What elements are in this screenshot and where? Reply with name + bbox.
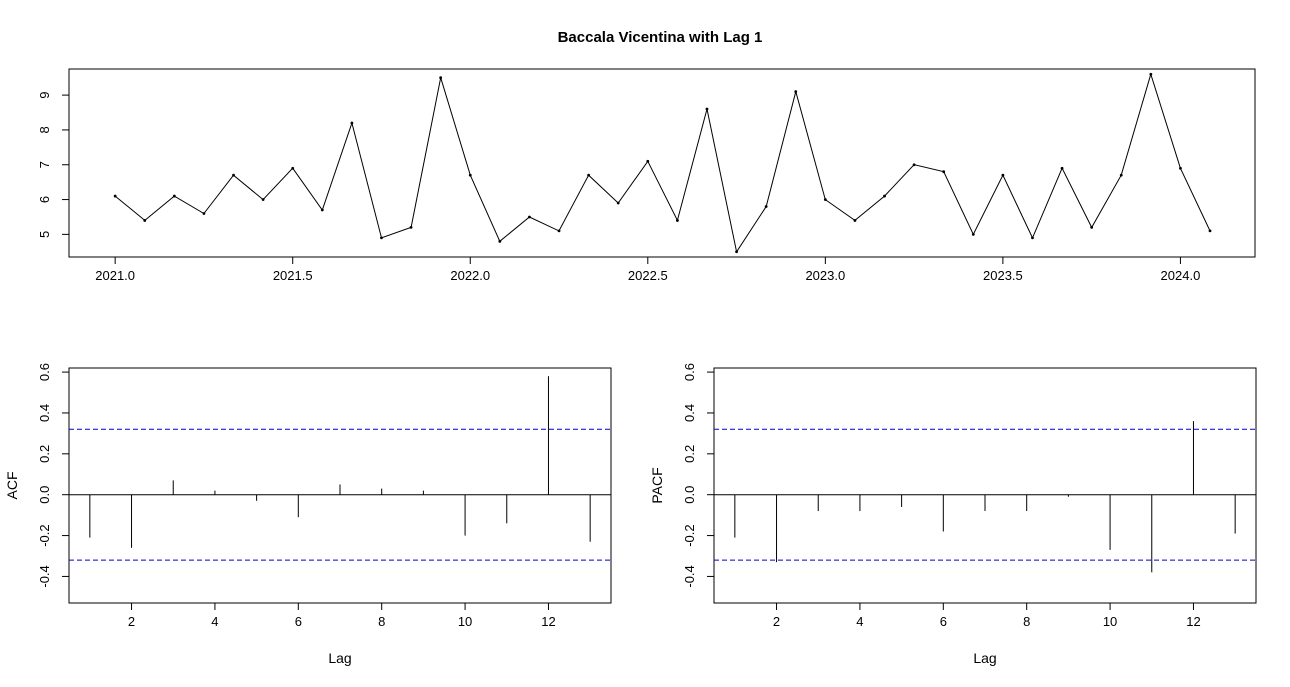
pacf-y-axis-label: PACF — [649, 467, 665, 503]
series-x-tick-label: 2021.0 — [95, 268, 135, 283]
series-data-point — [409, 226, 413, 229]
series-data-point — [143, 219, 147, 222]
series-data-point — [764, 205, 768, 208]
series-data-point — [616, 201, 620, 205]
pacf-x-tick-label: 6 — [940, 614, 947, 629]
series-x-tick-label: 2022.0 — [450, 268, 490, 283]
series-data-point — [1179, 166, 1182, 170]
pacf-x-tick-label: 10 — [1103, 614, 1117, 629]
series-data-point — [172, 194, 176, 198]
series-data-point — [705, 107, 709, 111]
series-data-point — [942, 170, 946, 174]
pacf-x-axis-label: Lag — [973, 650, 996, 666]
series-data-point — [912, 163, 916, 167]
series-data-point — [291, 166, 295, 170]
series-y-tick-label: 5 — [37, 231, 52, 238]
pacf-y-tick-label: -0.2 — [682, 524, 697, 546]
series-data-point — [498, 239, 502, 243]
series-data-point — [735, 250, 738, 254]
series-data-point — [1208, 229, 1212, 233]
pacf-x-tick-label: 8 — [1023, 614, 1030, 629]
pacf-panel: 2 4 6 8 10 12 -0.4 -0.2 0.0 0.2 0.4 0.6 Lag PACF — [649, 363, 1257, 666]
series-data-point — [1060, 166, 1064, 170]
pacf-x-tick-label: 4 — [856, 614, 863, 629]
series-y-tick-label: 9 — [37, 91, 52, 98]
series-data-point — [557, 229, 561, 233]
series-data-point — [883, 194, 886, 198]
series-x-tick-label: 2024.0 — [1161, 268, 1201, 283]
acf-y-tick-label: 0.4 — [37, 404, 52, 422]
series-data-point — [261, 198, 265, 201]
acf-y-tick-label: 0.6 — [37, 363, 52, 381]
acf-x-tick-label: 4 — [211, 614, 218, 629]
series-data-point — [853, 219, 857, 222]
series-data-point — [350, 121, 354, 125]
acf-y-tick-label: -0.2 — [37, 524, 52, 546]
acf-plot-frame — [68, 367, 612, 604]
acf-x-tick-label: 6 — [295, 614, 302, 629]
series-data-point — [202, 212, 206, 215]
series-data-point — [1149, 72, 1153, 76]
series-data-point — [587, 173, 591, 177]
acf-x-axis-label: Lag — [328, 650, 351, 666]
series-y-tick-label: 8 — [37, 126, 52, 133]
time-series-panel: 2021.0 2021.5 2022.0 2022.5 2023.0 2023.5 2024… — [37, 68, 1256, 283]
acf-panel: 2 4 6 8 10 12 -0.4 -0.2 0.0 0.2 0.4 0.6 Lag ACF — [4, 363, 612, 666]
series-data-point — [1031, 236, 1034, 240]
acf-y-tick-label: 0.0 — [37, 486, 52, 504]
acf-x-tick-label: 8 — [378, 614, 385, 629]
series-x-tick-label: 2022.5 — [628, 268, 668, 283]
acf-x-tick-label: 12 — [541, 614, 555, 629]
series-data-point — [823, 198, 827, 201]
pacf-y-tick-label: 0.0 — [682, 486, 697, 504]
series-data-point — [971, 232, 975, 236]
pacf-plot-frame — [713, 367, 1257, 604]
series-y-tick-label: 7 — [37, 161, 52, 168]
pacf-x-tick-label: 2 — [773, 614, 780, 629]
acf-y-axis-label: ACF — [4, 472, 20, 500]
series-series-line — [114, 72, 1211, 254]
series-data-point — [232, 173, 235, 177]
series-y-tick-label: 6 — [37, 196, 52, 203]
series-data-point — [468, 173, 472, 177]
pacf-x-tick-label: 12 — [1186, 614, 1200, 629]
chart-title: Baccala Vicentina with Lag 1 — [558, 29, 763, 46]
acf-x-tick-label: 2 — [128, 614, 135, 629]
series-x-tick-label: 2023.5 — [983, 268, 1023, 283]
series-data-point — [380, 236, 383, 240]
acf-y-tick-label: -0.4 — [37, 565, 52, 587]
pacf-y-tick-label: 0.2 — [682, 445, 697, 463]
series-data-point — [528, 215, 531, 219]
series-data-point — [1001, 173, 1005, 177]
pacf-y-tick-label: 0.6 — [682, 363, 697, 381]
series-data-point — [675, 219, 679, 222]
series-data-point — [439, 76, 443, 80]
series-data-point — [794, 90, 798, 94]
series-data-point — [113, 194, 117, 198]
acf-x-tick-label: 10 — [458, 614, 472, 629]
series-data-point — [1119, 173, 1123, 177]
series-data-point — [320, 208, 324, 212]
series-data-point — [1090, 226, 1094, 229]
acf-y-tick-label: 0.2 — [37, 445, 52, 463]
pacf-y-tick-label: -0.4 — [682, 565, 697, 587]
series-plot-frame — [68, 68, 1256, 258]
series-x-tick-label: 2021.5 — [273, 268, 313, 283]
series-x-tick-label: 2023.0 — [805, 268, 845, 283]
pacf-y-tick-label: 0.4 — [682, 404, 697, 422]
series-data-point — [646, 159, 650, 163]
